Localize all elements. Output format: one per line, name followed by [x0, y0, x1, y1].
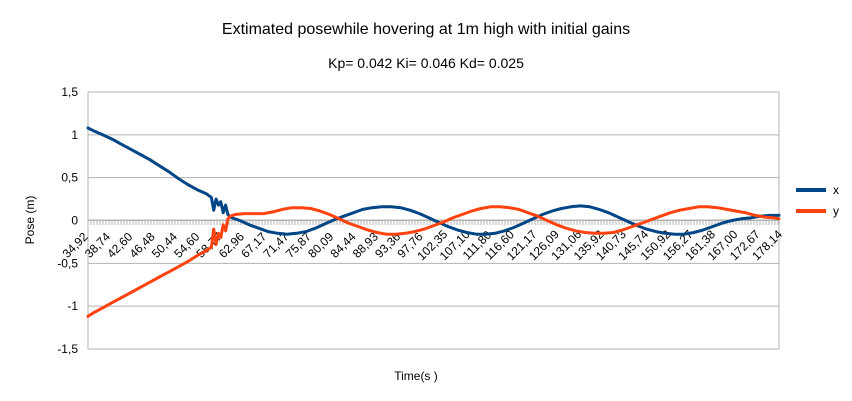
- y-tick-label: 0,5: [61, 171, 78, 185]
- y-axis-title: Pose (m): [23, 196, 37, 245]
- x-axis-title: Time(s ): [394, 369, 438, 383]
- x-axis: 34,9238,7442,6046,4850,4454,6058,7762,96…: [60, 219, 785, 263]
- chart-title: Extimated posewhile hovering at 1m high …: [222, 21, 630, 38]
- legend: xy: [796, 183, 839, 218]
- y-tick-label: -0,5: [57, 256, 78, 270]
- y-tick-label: 1: [71, 128, 78, 142]
- series-line-x: [86, 126, 781, 236]
- legend-label-y: y: [833, 204, 839, 218]
- series-line-y: [86, 205, 781, 318]
- chart-subtitle: Kp= 0.042 Ki= 0.046 Kd= 0.025: [328, 55, 524, 71]
- y-tick-labels: 1,5 1 0,5 0 -0,5 -1 -1,5: [57, 85, 78, 356]
- y-tick-label: -1,5: [57, 342, 78, 356]
- y-tick-label: 0: [71, 214, 78, 228]
- y-tick-label: 1,5: [61, 85, 78, 99]
- y-tick-label: -1: [67, 299, 78, 313]
- legend-label-x: x: [833, 183, 839, 197]
- series-lines: [86, 126, 781, 318]
